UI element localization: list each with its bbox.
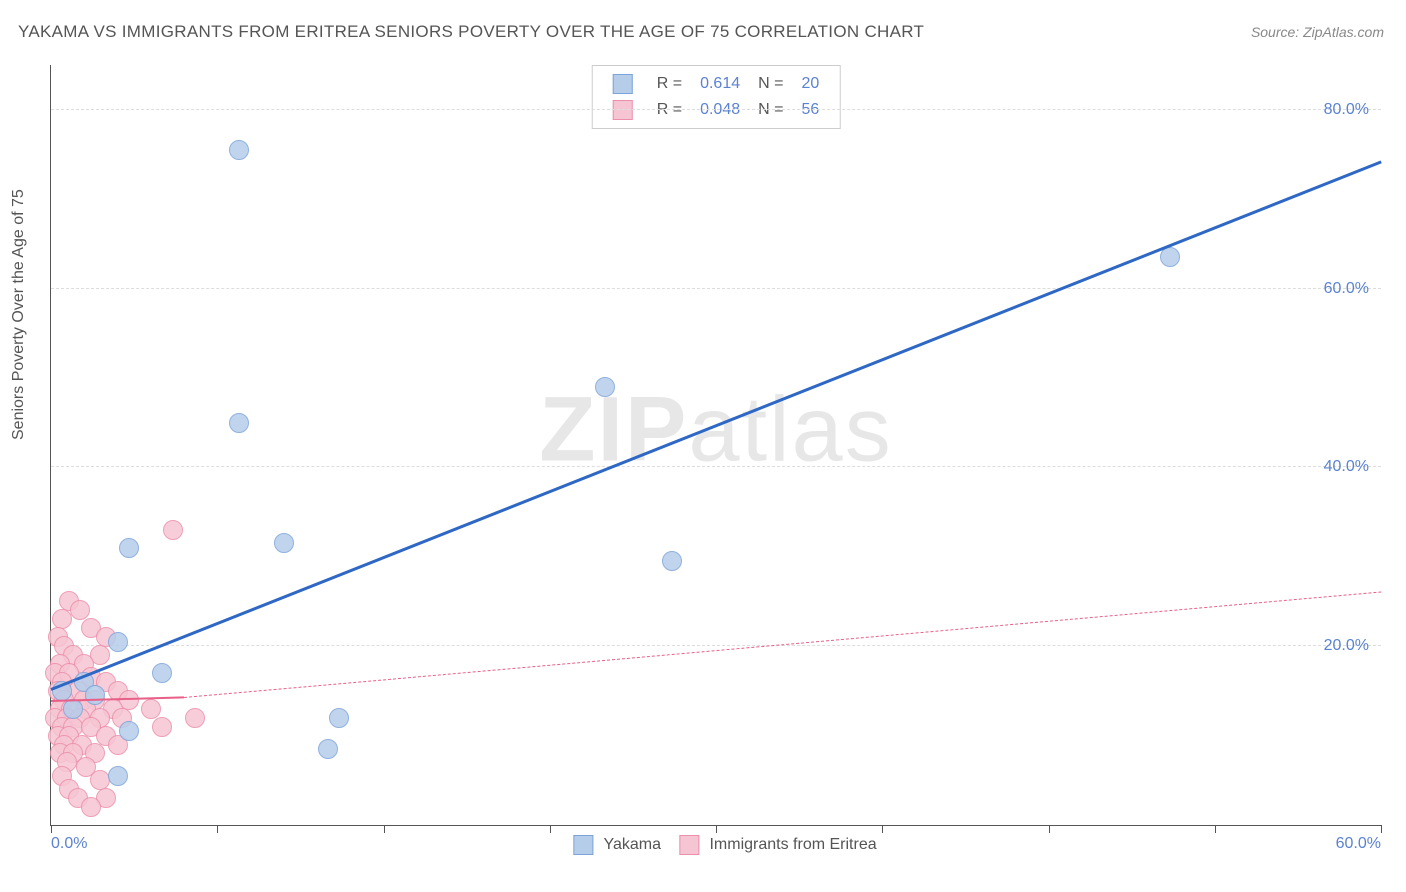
x-tick-label: 0.0% [51, 835, 87, 853]
data-point [152, 717, 172, 737]
data-point [595, 377, 615, 397]
x-tick [550, 825, 551, 833]
data-point [1160, 247, 1180, 267]
legend-r-value: 0.614 [692, 72, 748, 96]
data-point [163, 520, 183, 540]
data-point [185, 708, 205, 728]
gridline [51, 466, 1381, 467]
data-point [318, 739, 338, 759]
data-point [108, 766, 128, 786]
y-tick-label: 20.0% [1324, 637, 1369, 655]
data-point [274, 533, 294, 553]
gridline [51, 109, 1381, 110]
data-point [229, 413, 249, 433]
data-point [329, 708, 349, 728]
source-label: Source: ZipAtlas.com [1251, 24, 1384, 40]
legend-n-label: N = [750, 72, 791, 96]
legend-row: R =0.048N =56 [605, 98, 828, 122]
regression-line [50, 160, 1381, 690]
x-tick [1215, 825, 1216, 833]
data-point [119, 538, 139, 558]
data-point [229, 140, 249, 160]
y-tick-label: 80.0% [1324, 101, 1369, 119]
legend-r-label: R = [649, 72, 690, 96]
data-point [81, 797, 101, 817]
y-tick-label: 60.0% [1324, 280, 1369, 298]
data-point [152, 663, 172, 683]
x-tick [384, 825, 385, 833]
chart-title: YAKAMA VS IMMIGRANTS FROM ERITREA SENIOR… [18, 22, 924, 42]
legend-series: Yakama Immigrants from Eritrea [555, 835, 876, 855]
legend-n-label: N = [750, 98, 791, 122]
x-tick-label: 60.0% [1336, 835, 1381, 853]
chart-container: YAKAMA VS IMMIGRANTS FROM ERITREA SENIOR… [0, 0, 1406, 892]
legend-swatch [613, 74, 633, 94]
gridline [51, 645, 1381, 646]
data-point [70, 600, 90, 620]
data-point [63, 699, 83, 719]
plot-area: ZIPatlas R =0.614N =20R =0.048N =56 Yaka… [50, 65, 1381, 826]
legend-row: R =0.614N =20 [605, 72, 828, 96]
data-point [85, 685, 105, 705]
legend-swatch [613, 100, 633, 120]
legend-r-label: R = [649, 98, 690, 122]
x-tick [51, 825, 52, 833]
y-tick-label: 40.0% [1324, 458, 1369, 476]
x-tick [716, 825, 717, 833]
x-tick [217, 825, 218, 833]
data-point [662, 551, 682, 571]
legend-swatch [679, 835, 699, 855]
legend-n-value: 20 [793, 72, 827, 96]
data-point [141, 699, 161, 719]
legend-n-value: 56 [793, 98, 827, 122]
x-tick [1049, 825, 1050, 833]
legend-series-name: Immigrants from Eritrea [705, 836, 877, 853]
legend-correlation: R =0.614N =20R =0.048N =56 [592, 65, 841, 129]
x-tick [1381, 825, 1382, 833]
data-point [119, 721, 139, 741]
legend-r-value: 0.048 [692, 98, 748, 122]
y-axis-label: Seniors Poverty Over the Age of 75 [10, 189, 28, 440]
gridline [51, 288, 1381, 289]
x-tick [882, 825, 883, 833]
data-point [108, 632, 128, 652]
legend-swatch [573, 835, 593, 855]
legend-series-name: Yakama [599, 836, 661, 853]
data-point [52, 609, 72, 629]
